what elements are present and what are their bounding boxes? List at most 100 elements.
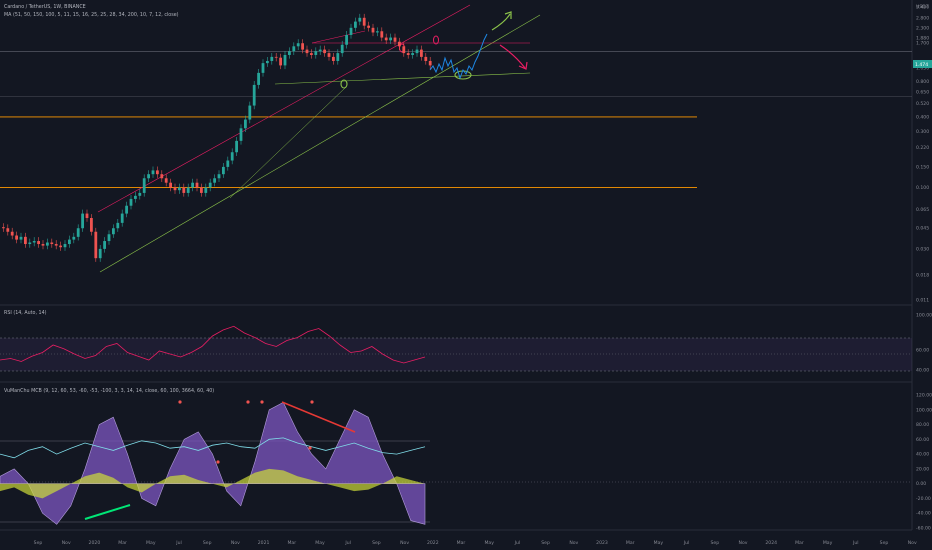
bear-divergence-line — [281, 401, 356, 433]
bull-divergence-line — [84, 504, 131, 520]
price-axis-label: 0.520 — [916, 101, 929, 107]
candle-body — [160, 174, 164, 179]
time-axis-label: Sep — [203, 540, 212, 546]
candle-body — [213, 178, 216, 183]
rsi-axis-label: 60.00 — [916, 348, 929, 354]
wt-title[interactable]: VuManChu MCB (9, 12, 60, 53, -60, -53, -… — [4, 388, 214, 394]
price-axis-label: 0.220 — [916, 145, 929, 151]
candle-body — [332, 56, 335, 61]
candlestick-series — [2, 13, 432, 262]
time-axis-label: 2021 — [258, 540, 270, 546]
candle-body — [305, 49, 309, 54]
candle-body — [200, 187, 203, 193]
candle-body — [345, 34, 348, 45]
candle-body — [50, 242, 54, 245]
candle-body — [301, 43, 304, 50]
time-axis-label: Jul — [175, 540, 182, 546]
candle-body — [349, 27, 353, 35]
wt-axis[interactable]: 120.00 100.00 80.00 60.00 40.00 20.00 0.00 -20.… — [916, 393, 932, 532]
time-axis-label: 2022 — [427, 540, 439, 546]
candle-body — [68, 239, 71, 245]
candle-body — [19, 236, 23, 240]
wt-axis-label: 40.00 — [916, 452, 929, 458]
time-axis-label: May — [654, 540, 664, 546]
wedge-line — [311, 30, 366, 44]
time-axis[interactable]: Sep Nov 2020 Mar May Jul Sep Nov 2021 Mar May Jul Se… — [34, 540, 917, 546]
candle-body — [415, 49, 419, 54]
candle-body — [296, 43, 300, 47]
sell-dot — [308, 446, 312, 450]
candle-body — [310, 53, 313, 55]
candle-body — [362, 17, 366, 26]
wt-axis-label: -20.00 — [916, 496, 931, 502]
candle-body — [279, 57, 282, 66]
candle-body — [54, 244, 58, 246]
candle-body — [178, 187, 181, 191]
wt-signal-line — [0, 437, 426, 459]
rsi-axis-label: 100.00 — [916, 313, 932, 319]
candle-body — [6, 228, 10, 232]
candle-body — [10, 231, 14, 236]
candle-body — [371, 27, 375, 33]
candle-body — [46, 242, 49, 246]
candle-body — [222, 166, 225, 175]
time-axis-label: 2020 — [89, 540, 101, 546]
time-axis-label: May — [484, 540, 494, 546]
candle-body — [248, 105, 252, 120]
price-projection[interactable] — [429, 33, 488, 80]
candle-body — [191, 182, 194, 188]
candle-body — [138, 192, 142, 196]
sell-dot — [216, 460, 220, 464]
time-axis-label: Jul — [514, 540, 521, 546]
inner-trendline — [229, 87, 346, 199]
rsi-axis[interactable]: 100.00 60.00 40.00 — [916, 313, 932, 374]
sell-dot — [246, 400, 250, 404]
candle-body — [28, 242, 32, 245]
time-axis-label: Mar — [287, 540, 296, 546]
time-axis-label: Jul — [683, 540, 690, 546]
symbol-title[interactable]: Cardano / TetherUS, 1W, BINANCE — [4, 4, 86, 10]
candle-body — [24, 236, 27, 245]
candle-body — [217, 174, 221, 179]
price-axis-label: 0.065 — [916, 207, 929, 213]
candle-body — [134, 195, 137, 199]
candle-body — [182, 187, 186, 193]
price-axis-label: 0.045 — [916, 226, 929, 232]
rsi-title[interactable]: RSI (14, Auto, 14) — [4, 310, 47, 316]
price-axis-label: 0.800 — [916, 79, 929, 85]
wt-divergence-marks — [84, 400, 356, 520]
candle-body — [424, 56, 428, 61]
time-axis-label: Nov — [908, 540, 917, 546]
ma-legend[interactable]: MA (51, 50, 150, 100, 5, 11, 15, 16, 25,… — [4, 12, 179, 18]
candle-body — [186, 187, 190, 193]
time-axis-label: May — [315, 540, 325, 546]
time-axis-label: Nov — [231, 540, 240, 546]
candle-body — [156, 170, 159, 175]
price-axis-label: 2.800 — [916, 15, 929, 21]
wt-axis-label: -40.00 — [916, 511, 931, 517]
candle-body — [173, 187, 177, 191]
candle-body — [107, 234, 111, 242]
price-axis-label: 3.450 — [916, 5, 929, 11]
time-axis-label: Mar — [626, 540, 635, 546]
money-flow-area — [0, 468, 425, 499]
svg-text:1.474: 1.474 — [915, 62, 928, 68]
sell-dot — [310, 400, 314, 404]
time-axis-label: May — [823, 540, 833, 546]
candle-body — [257, 72, 260, 85]
candle-body — [59, 245, 62, 248]
candle-body — [147, 174, 150, 179]
price-axis-label: 0.011 — [916, 298, 929, 304]
candle-body — [90, 218, 93, 232]
sell-dot — [260, 400, 264, 404]
candle-body — [358, 17, 362, 22]
trend-drawings[interactable] — [97, 4, 541, 273]
candle-body — [85, 213, 89, 219]
rsi-line — [0, 325, 426, 364]
candle-body — [340, 44, 344, 54]
time-axis-label: Nov — [400, 540, 409, 546]
rsi-band — [0, 338, 912, 371]
